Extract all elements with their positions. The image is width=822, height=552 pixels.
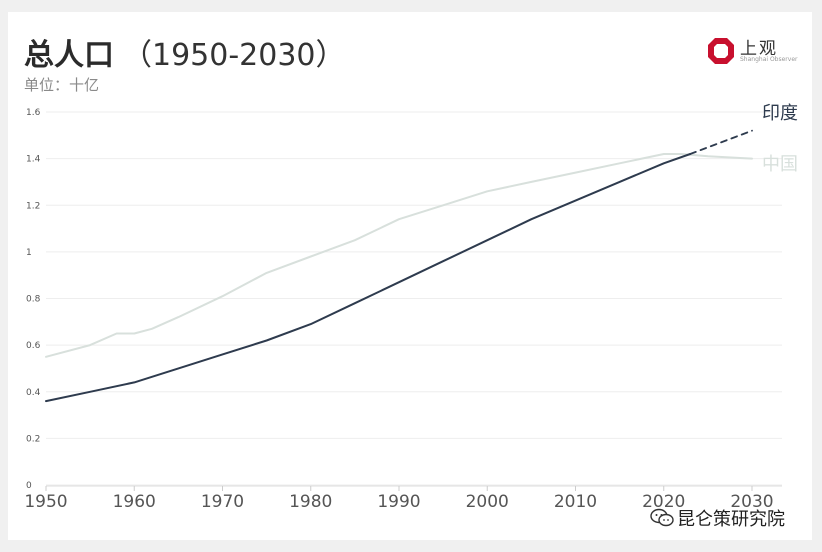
logo-name: 上观 [740, 39, 778, 59]
x-tick-label: 1990 [377, 492, 420, 512]
y-tick-label: 0.6 [26, 341, 41, 351]
y-tick-label: 0 [26, 481, 32, 491]
china-series-line [45, 153, 753, 358]
unit-label: 单位：十亿 [24, 76, 100, 94]
india-series-line [45, 153, 692, 403]
y-tick-label: 1.6 [26, 108, 41, 118]
x-tick-label: 2010 [554, 492, 597, 512]
title-range: （1950-2030） [122, 38, 346, 73]
y-tick-label: 1.2 [26, 201, 40, 211]
x-tick-label: 1950 [24, 492, 67, 512]
series-label-india: 印度 [762, 103, 798, 124]
x-tick-label: 2020 [642, 492, 685, 512]
x-tick-label: 1970 [201, 492, 244, 512]
logo-octagon-icon [708, 38, 734, 64]
shanghai-observer-logo: 上观 Shanghai Observer [706, 34, 806, 68]
chart-title: 总人口 （1950-2030） [24, 30, 346, 74]
y-tick-label: 0.2 [26, 434, 40, 444]
x-tick-label: 2030 [730, 492, 773, 512]
y-tick-label: 1.4 [26, 155, 41, 165]
series-label-china: 中国 [762, 154, 798, 175]
y-tick-label: 1 [26, 248, 32, 258]
title-main: 总人口 [24, 38, 114, 73]
y-tick-label: 0.8 [26, 295, 41, 305]
x-tick-label: 2000 [466, 492, 509, 512]
wechat-watermark: 昆仑策研究院 [650, 504, 810, 534]
x-tick-label: 1960 [113, 492, 156, 512]
x-tick-label: 1980 [289, 492, 332, 512]
india-projection-line [689, 129, 753, 155]
y-tick-label: 0.4 [26, 388, 41, 398]
logo-subtitle: Shanghai Observer [740, 56, 798, 63]
wechat-icon [650, 508, 674, 527]
watermark-text: 昆仑策研究院 [677, 509, 785, 530]
